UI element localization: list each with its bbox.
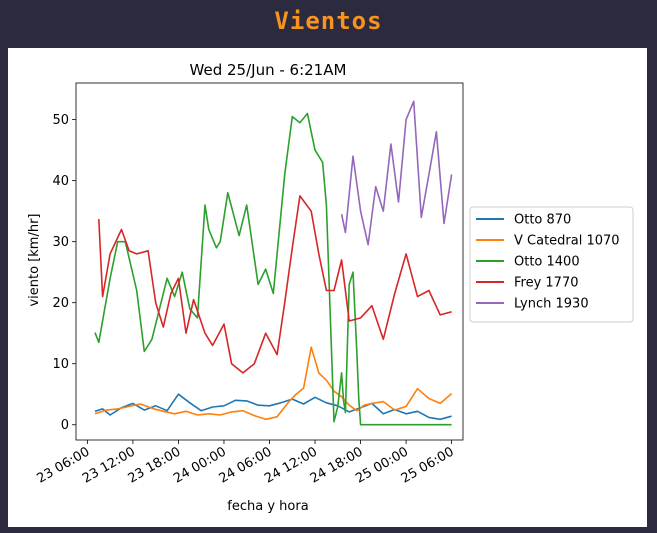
- y-tick-label-5: 50: [52, 113, 69, 128]
- y-tick-label-2: 20: [52, 296, 69, 311]
- chart-title: Wed 25/Jun - 6:21AM: [190, 61, 347, 79]
- series-line-4: [340, 100, 453, 246]
- x-tick-label-8: 25 06:00: [399, 444, 457, 486]
- legend-label-0: Otto 870: [514, 213, 571, 228]
- y-tick-label-4: 40: [52, 174, 69, 189]
- y-tick-label-3: 30: [52, 235, 69, 250]
- legend: Otto 870 V Catedral 1070 Otto 1400 Frey 177…: [469, 206, 634, 323]
- series-line-2: [94, 112, 452, 426]
- y-tick-label-0: 0: [61, 418, 69, 433]
- legend-label-4: Lynch 1930: [514, 297, 589, 312]
- series-line-3: [98, 195, 452, 374]
- legend-box: [469, 206, 634, 323]
- y-tick-label-1: 10: [52, 357, 69, 372]
- wind-line-chart: Wed 25/Jun - 6:21AM fecha y hora viento …: [27, 61, 634, 514]
- series-line-1: [94, 346, 453, 421]
- legend-label-3: Frey 1770: [514, 276, 579, 291]
- y-axis-label: viento [km/hr]: [27, 213, 42, 306]
- chart-panel: Wed 25/Jun - 6:21AM fecha y hora viento …: [8, 48, 647, 527]
- page-title: Vientos: [274, 7, 383, 35]
- x-axis-label: fecha y hora: [227, 499, 308, 514]
- series-line-0: [94, 393, 452, 421]
- legend-label-1: V Catedral 1070: [514, 234, 620, 249]
- legend-label-2: Otto 1400: [514, 255, 580, 270]
